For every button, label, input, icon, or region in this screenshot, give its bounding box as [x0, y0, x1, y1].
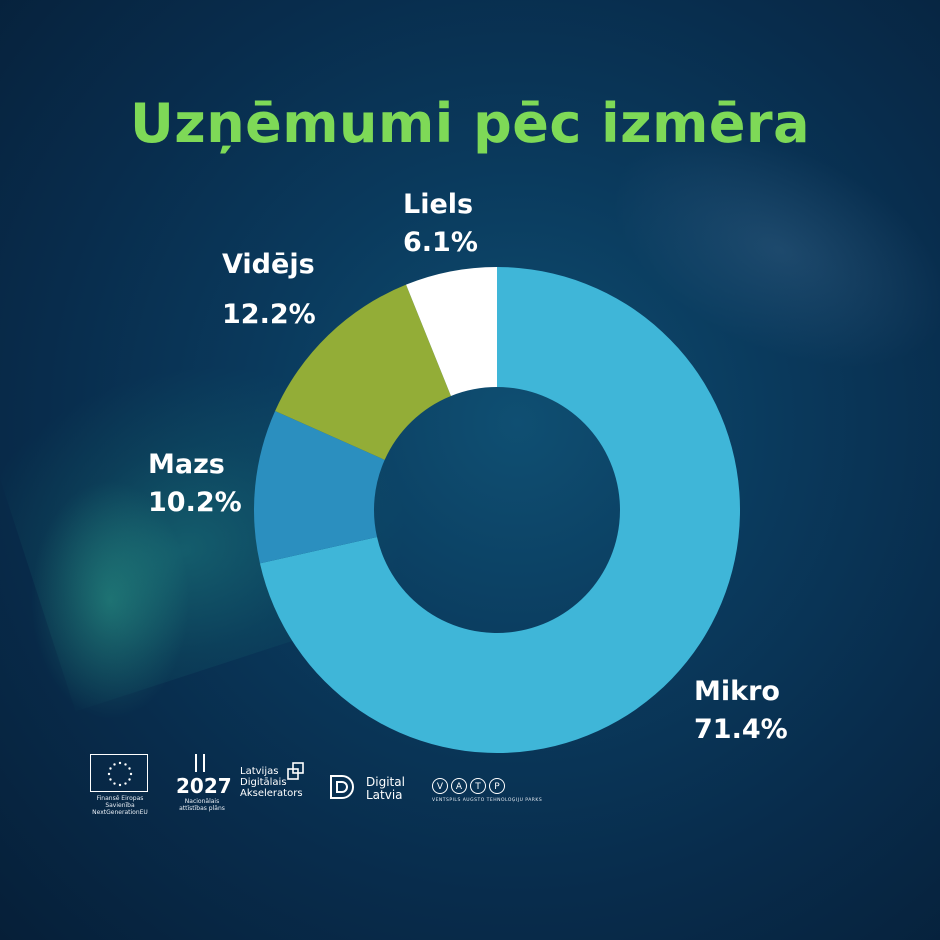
digital-latvia-text: Digital Latvia [366, 776, 405, 802]
nap-year: 2027 [176, 774, 232, 798]
eu-star [109, 767, 112, 770]
slice-mazs [254, 410, 385, 564]
vatp-logo: V A T P [432, 778, 505, 794]
eu-flag-logo [90, 754, 148, 792]
label-mazs: Mazs 10.2% [148, 446, 242, 522]
label-videjs-value: 12.2% [222, 299, 316, 330]
eu-star [124, 782, 127, 785]
label-liels-name: Liels [403, 189, 474, 220]
label-mazs-name: Mazs [148, 449, 225, 480]
vatp-caption: VENTSPILS AUGSTO TEHNOLOĢIJU PARKS [432, 798, 543, 803]
label-videjs-name: Vidējs [222, 249, 315, 280]
digital-latvia-icon [330, 775, 354, 799]
lda-line-1: Latvijas [240, 766, 279, 777]
eu-star [129, 772, 133, 776]
label-liels-value: 6.1% [403, 227, 478, 258]
slice-videjs [275, 284, 451, 460]
slice-mikro [259, 267, 741, 753]
lda-line-2: Digitālais [240, 777, 287, 788]
label-videjs: Vidējs 12.2% [222, 240, 316, 340]
eu-star [118, 761, 122, 765]
eu-star [113, 782, 116, 785]
nap-logo-mark [195, 754, 205, 772]
background-aurora-glow [30, 480, 190, 720]
eu-star [118, 783, 122, 787]
label-mikro-value: 71.4% [694, 714, 788, 745]
label-mikro-name: Mikro [694, 676, 780, 707]
lda-line-3: Akselerators [240, 788, 303, 799]
eu-caption: Finansē Eiropas Savienība NextGeneration… [92, 795, 148, 816]
eu-stars-icon [107, 761, 133, 787]
vatp-letter: P [489, 778, 505, 794]
digital-latvia-line-1: Digital [366, 775, 405, 789]
eu-star [128, 778, 131, 781]
nap-caption: Nacionālais attīstības plāns [179, 798, 225, 812]
chart-title: Uzņēmumi pēc izmēra [129, 92, 811, 155]
label-mikro: Mikro 71.4% [694, 673, 788, 749]
eu-star [113, 763, 116, 766]
slice-liels [406, 267, 497, 396]
lda-logo-text: Latvijas Digitālais Akselerators [240, 766, 303, 799]
label-liels: Liels 6.1% [403, 186, 478, 262]
eu-star [107, 772, 111, 776]
vatp-letter: A [451, 778, 467, 794]
partner-logos: Finansē Eiropas Savienība NextGeneration… [90, 754, 550, 824]
lda-squares-icon [287, 762, 304, 780]
eu-star [128, 767, 131, 770]
eu-star [109, 778, 112, 781]
vatp-letter: T [470, 778, 486, 794]
eu-star [124, 763, 127, 766]
label-mazs-value: 10.2% [148, 487, 242, 518]
digital-latvia-line-2: Latvia [366, 788, 403, 802]
vatp-letter: V [432, 778, 448, 794]
